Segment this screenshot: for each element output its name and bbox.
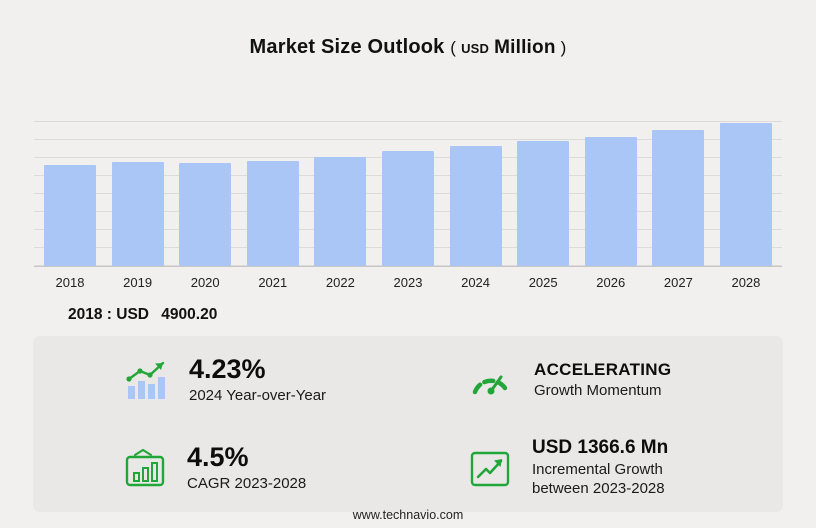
bar-2024	[449, 146, 502, 266]
bar-column-2020	[179, 121, 232, 266]
bar-column-2026	[584, 121, 637, 266]
stat-yoy: 4.23% 2024 Year-over-Year	[33, 336, 408, 424]
chart-title-text: Market Size Outlook	[249, 36, 445, 58]
bar-column-2024	[449, 121, 502, 266]
x-axis-label-2023: 2023	[393, 275, 423, 290]
x-axis-label-2020: 2020	[190, 275, 220, 290]
bar-2026	[584, 136, 637, 266]
bar-2027	[652, 130, 705, 266]
chart-x-labels: 2018 2019 2020 2021 2022 2023 2024 2025 2026 2027…	[34, 275, 782, 290]
x-axis-label-2025: 2025	[528, 275, 558, 290]
stat-cagr-value: 4.5%	[187, 442, 249, 473]
stat-cagr: 4.5% CAGR 2023-2028	[33, 424, 408, 512]
base-year-note: 2018 : USD 4900.20	[68, 306, 816, 324]
stat-incremental: USD 1366.6 Mn Incremental Growth between…	[408, 424, 783, 512]
bar-column-2018	[44, 121, 96, 266]
x-axis-label-2026: 2026	[596, 275, 626, 290]
bar-column-2027	[652, 121, 705, 266]
bar-2018	[44, 164, 96, 266]
bar-2022	[314, 156, 367, 266]
unit-currency: USD	[461, 41, 490, 56]
cagr-chart-icon	[123, 447, 167, 489]
footer-url: www.technavio.com	[352, 508, 464, 522]
bar-chart: 2018 2019 2020 2021 2022 2023 2024 2025 2026 2027…	[34, 121, 782, 290]
unit-magnitude: Million	[494, 37, 556, 58]
bar-2025	[517, 141, 570, 266]
stat-momentum-value: ACCELERATING	[534, 359, 672, 379]
x-axis-label-2018: 2018	[55, 275, 85, 290]
incremental-growth-icon	[468, 447, 512, 489]
base-year-value: 4900.20	[161, 306, 218, 323]
stat-momentum-label: Growth Momentum	[534, 381, 662, 399]
chart-title-unit: ( USD Million )	[450, 37, 567, 58]
stat-yoy-value: 4.23%	[189, 354, 266, 385]
base-year-label: 2018 : USD	[68, 306, 149, 323]
chart-plot	[34, 121, 782, 267]
bar-column-2022	[314, 121, 367, 266]
stats-panel: 4.23% 2024 Year-over-Year ACCELERATING G…	[33, 336, 783, 512]
bar-column-2023	[381, 121, 434, 266]
bar-2019	[111, 162, 164, 266]
x-axis-label-2024: 2024	[461, 275, 491, 290]
x-axis-label-2022: 2022	[325, 275, 355, 290]
stat-incremental-value: USD 1366.6 Mn	[532, 437, 669, 459]
speedometer-icon	[468, 362, 514, 398]
x-axis-label-2028: 2028	[731, 275, 761, 290]
x-axis-label-2027: 2027	[663, 275, 693, 290]
stat-cagr-label: CAGR 2023-2028	[187, 475, 307, 493]
stat-momentum: ACCELERATING Growth Momentum	[408, 336, 783, 424]
stat-incremental-label: Incremental Growth between 2023-2028	[532, 461, 665, 497]
stat-yoy-label: 2024 Year-over-Year	[189, 387, 327, 405]
yoy-bar-trend-icon	[123, 359, 169, 401]
bar-2021	[246, 160, 299, 266]
bar-2020	[179, 163, 232, 266]
page-title: Market Size Outlook ( USD Million )	[0, 0, 816, 59]
bar-column-2025	[517, 121, 570, 266]
bar-column-2021	[246, 121, 299, 266]
bar-2028	[719, 122, 772, 266]
x-axis-label-2021: 2021	[258, 275, 288, 290]
x-axis-label-2019: 2019	[123, 275, 153, 290]
bar-column-2019	[111, 121, 164, 266]
bar-2023	[381, 151, 434, 266]
bar-column-2028	[719, 121, 772, 266]
